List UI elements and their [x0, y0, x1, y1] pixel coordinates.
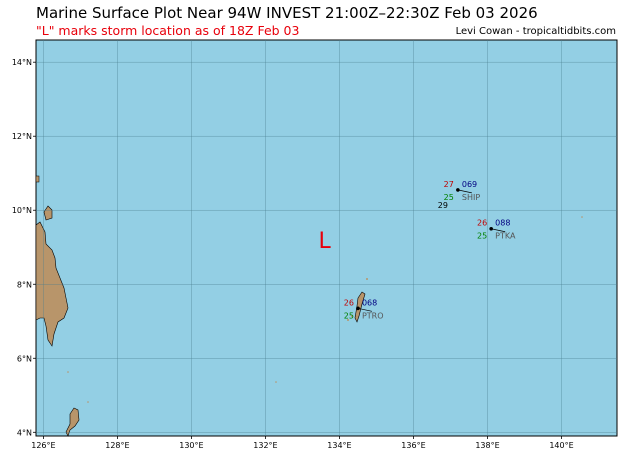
longitude-tick-label: 128°E: [105, 441, 129, 450]
island-dot: [581, 216, 583, 218]
longitude-tick-label: 138°E: [475, 441, 499, 450]
station-ptro: 26 25 068 PTRO: [344, 298, 384, 320]
latitude-tick-label: 14°N: [12, 58, 32, 67]
island-dot: [87, 401, 89, 403]
island-small: [35, 175, 40, 183]
island-dot: [351, 315, 353, 317]
island-dinagat: [43, 205, 53, 221]
island-dot: [275, 381, 277, 383]
map-gridlines: [36, 40, 617, 436]
palau-islands: [354, 291, 366, 323]
longitude-tick-label: 140°E: [549, 441, 573, 450]
wind-barb: [357, 307, 373, 312]
station-pressure: 088: [495, 219, 510, 228]
latitude-tick-label: 6°N: [17, 354, 32, 363]
station-temperature: 26: [344, 298, 354, 307]
latitude-ticks: 14°N 12°N 10°N 8°N 6°N 4°N: [12, 58, 36, 437]
station-ship: 27 25 069 SHIP 29: [438, 180, 481, 210]
station-id: SHIP: [462, 193, 480, 202]
island-dot: [347, 319, 349, 321]
latitude-tick-label: 8°N: [17, 280, 32, 289]
map-subtitle: "L" marks storm location as of 18Z Feb 0…: [36, 23, 300, 38]
station-dewpoint: 25: [344, 311, 354, 320]
land-masses: [35, 175, 583, 437]
longitude-tick-label: 130°E: [179, 441, 203, 450]
wind-barb: [457, 189, 472, 194]
station-observations: 27 25 069 SHIP 29 26 25 088 PTKA 26 25 068 PTRO: [344, 180, 516, 320]
wind-barb: [491, 228, 506, 233]
latitude-tick-label: 12°N: [12, 132, 32, 141]
station-temperature: 26: [477, 219, 487, 228]
island-dot: [67, 371, 69, 373]
station-dewpoint: 25: [444, 193, 454, 202]
station-ptka: 26 25 088 PTKA: [477, 219, 516, 241]
station-id: PTKA: [495, 232, 516, 241]
island-talaud: [65, 407, 80, 437]
longitude-tick-label: 126°E: [31, 441, 55, 450]
station-id: PTRO: [362, 311, 384, 320]
station-dewpoint: 25: [477, 232, 487, 241]
latitude-tick-label: 4°N: [17, 428, 32, 437]
station-pressure: 069: [462, 180, 477, 189]
station-pressure: 068: [362, 298, 377, 307]
island-dot: [366, 278, 368, 280]
map-title: Marine Surface Plot Near 94W INVEST 21:0…: [36, 4, 538, 22]
longitude-tick-label: 136°E: [401, 441, 425, 450]
ocean-area: [35, 39, 618, 437]
longitude-ticks: 126°E 128°E 130°E 132°E 134°E 136°E 138°E 140°E: [31, 436, 574, 450]
longitude-tick-label: 134°E: [327, 441, 351, 450]
station-temperature: 27: [444, 180, 454, 189]
storm-marker: L: [319, 229, 332, 254]
map-credit: Levi Cowan - tropicaltidbits.com: [455, 26, 616, 37]
longitude-tick-label: 132°E: [253, 441, 277, 450]
latitude-tick-label: 10°N: [12, 206, 32, 215]
mindanao-landmass: [35, 221, 69, 347]
station-extra-value: 29: [438, 201, 448, 210]
